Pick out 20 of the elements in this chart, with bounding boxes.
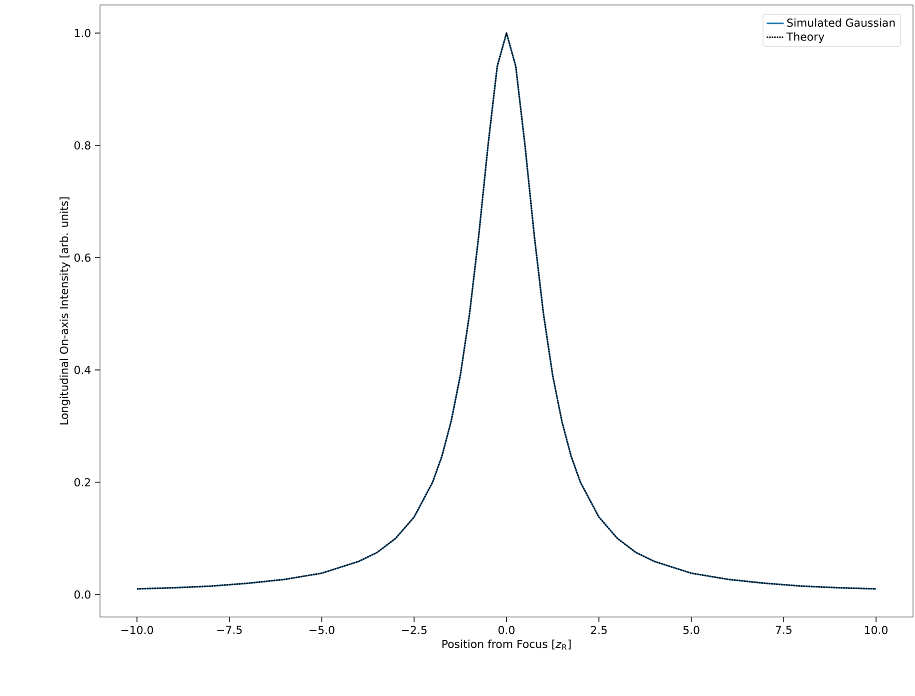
x-tick-label: 5.0 [683, 626, 700, 634]
legend-label: Theory [786, 32, 824, 43]
y-tick-label: 0.4 [74, 366, 91, 374]
x-tick-label: 7.5 [776, 626, 792, 634]
x-tick-label: −5.0 [310, 626, 334, 634]
line-series [136, 32, 877, 590]
x-tick-label: −10.0 [121, 626, 154, 634]
y-tick-label: 0.0 [74, 590, 90, 599]
x-tick-label: 0.0 [498, 626, 514, 634]
y-tick-label: 0.8 [74, 141, 90, 150]
x-tick-label: 2.5 [590, 626, 607, 634]
x-tick-label: −7.5 [217, 626, 242, 634]
x-axis-title: Position from Focus [z$_{R}$] [442, 640, 571, 650]
x-tick-label: 10.0 [865, 626, 888, 634]
legend-label: Simulated Gaussian [787, 18, 895, 27]
y-axis-title: Longitudinal On-axis Intensity [arb. units] [60, 197, 70, 424]
y-tick-label: 0.6 [74, 254, 90, 262]
x-tick-label: −2.5 [402, 626, 426, 634]
y-tick-label: 1.0 [74, 28, 90, 38]
y-tick-label: 0.2 [74, 478, 90, 486]
